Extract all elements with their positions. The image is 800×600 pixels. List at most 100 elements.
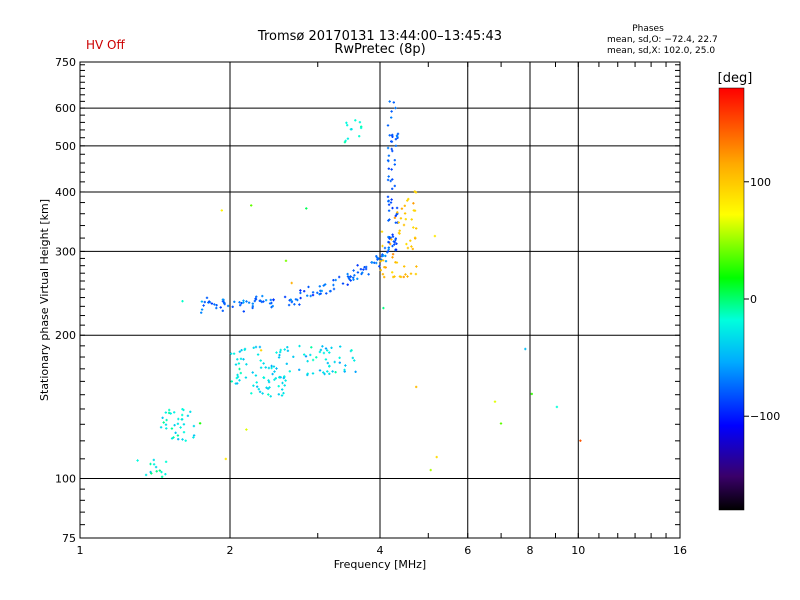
data-point [387,159,390,163]
data-point [288,299,291,302]
data-point [394,238,397,241]
data-point [251,371,254,374]
data-point [345,121,348,124]
data-point [296,298,299,302]
data-point [237,362,241,365]
data-point [403,204,406,207]
data-point [320,289,323,293]
data-point [332,283,335,287]
data-point [412,202,415,205]
data-point [200,308,204,311]
data-point [406,199,409,202]
data-point [339,345,342,348]
data-point [353,359,356,362]
data-point [252,384,255,387]
data-point [244,376,248,379]
data-point [192,436,195,439]
data-point [267,380,271,384]
data-point [394,214,397,217]
axis-ticks: 1 2 4 6 8 10 16 75 100 200 300 400 500 600 750 [55,56,687,557]
data-point [184,439,187,442]
data-point [275,367,278,370]
data-point [215,304,218,307]
colorbar [718,87,745,511]
data-point [144,473,148,477]
data-point [238,301,241,304]
data-point [288,370,291,373]
data-point [334,371,337,374]
data-point [384,260,388,263]
data-point [346,272,349,276]
data-point [299,291,302,295]
data-point [402,275,405,279]
data-point [388,237,391,240]
data-point [306,294,309,297]
data-point [344,364,347,367]
data-point [399,275,403,279]
data-point [181,418,184,421]
data-point [168,408,171,412]
data-point [238,379,241,382]
data-point [358,135,361,138]
data-point [233,300,236,303]
data-point [309,353,312,357]
data-point [389,242,392,246]
data-point [176,422,180,425]
data-point [352,269,355,272]
data-point [202,304,205,307]
data-point [324,347,328,350]
data-point [555,405,559,409]
data-point [318,285,321,288]
data-point [279,348,282,352]
data-point [254,297,257,300]
data-point [387,248,390,251]
data-point [380,230,384,233]
data-point [242,301,245,304]
data-point [375,256,379,259]
data-point [272,365,276,368]
data-point [311,372,315,375]
data-point [238,367,241,371]
data-point [390,238,393,241]
x-tick-label: 1 [77,544,84,557]
data-point [330,346,333,349]
colorbar-tick-label: 100 [750,176,771,189]
data-point [371,261,374,264]
data-point [387,175,390,178]
x-tick-label: 4 [377,544,384,557]
data-point [160,475,164,478]
data-point [391,233,394,236]
data-point [273,370,276,373]
data-point [155,470,158,473]
data-point [379,260,382,263]
data-point [298,344,301,348]
data-point [281,381,284,385]
data-point [383,246,387,250]
data-point [393,216,397,219]
data-point [338,356,341,359]
data-point [350,128,353,131]
data-point [238,350,241,353]
data-point [242,358,245,361]
data-point [256,353,260,356]
data-point [391,149,394,153]
data-point [389,201,393,204]
data-point [277,356,281,359]
data-point [177,417,180,421]
data-point [243,347,247,351]
data-point [315,356,318,359]
data-point [346,124,349,127]
data-point [257,388,260,391]
data-point [311,291,315,294]
data-point [413,190,416,193]
data-point [306,360,309,363]
data-point [393,243,396,246]
data-point [271,372,274,376]
data-point [229,352,233,355]
data-point [231,305,234,308]
data-point [324,358,328,361]
data-point [322,371,325,374]
data-point [258,345,262,349]
colorbar-tick-label: 0 [750,293,757,306]
